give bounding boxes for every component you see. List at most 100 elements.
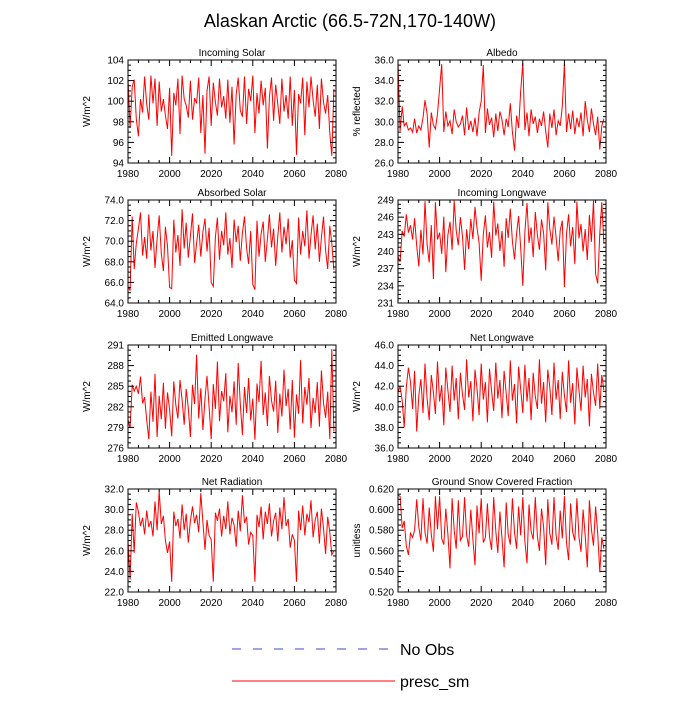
x-tick-label: 2000 — [158, 169, 181, 180]
y-tick-label: 0.600 — [369, 505, 394, 516]
y-tick-label: 70.0 — [105, 237, 125, 248]
y-tick-label: 74.0 — [105, 196, 125, 207]
x-tick-label: 1980 — [117, 169, 140, 180]
series-line-2-0 — [127, 209, 335, 291]
panel-0: 1980 2000 2020 2040 2060 2080 94 96 98 100 102 104 I… — [82, 48, 348, 180]
panel-title: Emitted Longwave — [191, 333, 274, 344]
plot-frame-0 — [127, 59, 337, 164]
x-tick-label: 2080 — [325, 309, 348, 320]
y-axis-label: unitless — [352, 524, 363, 558]
x-tick-label: 1980 — [117, 598, 140, 609]
x-tick-label: 2080 — [595, 598, 618, 609]
x-tick-label: 1980 — [117, 309, 140, 320]
y-axis-label: W/m^2 — [352, 381, 363, 412]
x-tick-label: 2080 — [595, 309, 618, 320]
series-line-0-0 — [127, 75, 335, 156]
y-tick-label: 282 — [107, 402, 124, 413]
series-line-3-0 — [397, 200, 605, 288]
y-axis-label: W/m^2 — [82, 525, 93, 556]
x-tick-label: 2000 — [428, 309, 451, 320]
y-tick-label: 285 — [107, 382, 124, 393]
x-tick-label: 2020 — [470, 169, 493, 180]
x-tick-label: 2020 — [200, 454, 223, 465]
y-tick-label: 0.620 — [369, 485, 394, 496]
x-tick-label: 2060 — [283, 169, 306, 180]
x-tick-label: 2060 — [283, 598, 306, 609]
y-tick-label: 246 — [377, 213, 394, 224]
y-tick-label: 100 — [107, 97, 124, 108]
y-tick-label: 288 — [107, 361, 124, 372]
x-tick-label: 2040 — [512, 454, 535, 465]
y-tick-label: 26.0 — [375, 159, 395, 170]
y-tick-label: 102 — [107, 76, 124, 87]
plot-frame-5 — [397, 344, 607, 449]
legend: No Obs presc_sm — [232, 642, 469, 691]
panel-title: Ground Snow Covered Fraction — [432, 477, 573, 488]
x-tick-label: 2040 — [512, 598, 535, 609]
x-tick-label: 2020 — [200, 598, 223, 609]
y-tick-label: 38.0 — [375, 423, 395, 434]
panels: 1980 2000 2020 2040 2060 2080 94 96 98 100 102 104 I… — [82, 48, 618, 609]
x-tick-label: 2080 — [595, 169, 618, 180]
x-tick-label: 2080 — [595, 454, 618, 465]
y-tick-label: 0.520 — [369, 588, 394, 599]
y-tick-label: 276 — [107, 444, 124, 455]
y-tick-label: 64.0 — [105, 299, 125, 310]
y-tick-label: 68.0 — [105, 257, 125, 268]
x-tick-label: 2000 — [428, 169, 451, 180]
x-tick-label: 2040 — [242, 454, 265, 465]
y-tick-label: 30.0 — [375, 117, 395, 128]
panel-4: 1980 2000 2020 2040 2060 2080 276 279 282 285 288 2… — [82, 333, 348, 465]
y-axis-label: % reflected — [352, 86, 363, 136]
y-tick-label: 66.0 — [105, 278, 125, 289]
x-tick-label: 2060 — [553, 169, 576, 180]
x-tick-label: 2000 — [428, 598, 451, 609]
x-tick-label: 1980 — [387, 454, 410, 465]
panel-title: Net Longwave — [470, 333, 534, 344]
panel-5: 1980 2000 2020 2040 2060 2080 36.0 38.0 40.0 42.0… — [352, 333, 618, 465]
y-tick-label: 291 — [107, 341, 124, 352]
legend-label-model: presc_sm — [400, 674, 469, 691]
x-tick-label: 1980 — [387, 309, 410, 320]
y-tick-label: 36.0 — [375, 56, 395, 67]
x-tick-label: 1980 — [117, 454, 140, 465]
y-tick-label: 42.0 — [375, 382, 395, 393]
x-tick-label: 2060 — [553, 598, 576, 609]
series-line-5-0 — [397, 359, 605, 432]
x-tick-label: 1980 — [387, 169, 410, 180]
y-tick-label: 34.0 — [375, 76, 395, 87]
y-axis-label: W/m^2 — [352, 236, 363, 267]
y-tick-label: 22.0 — [105, 588, 125, 599]
y-tick-label: 240 — [377, 247, 394, 258]
panel-6: 1980 2000 2020 2040 2060 2080 22.0 24.0 26.0 28.0… — [82, 477, 348, 609]
y-tick-label: 36.0 — [375, 444, 395, 455]
series-line-6-0 — [127, 491, 335, 582]
y-axis-label: W/m^2 — [82, 236, 93, 267]
y-axis-label: W/m^2 — [82, 96, 93, 127]
y-tick-label: 104 — [107, 56, 124, 67]
y-tick-label: 0.580 — [369, 526, 394, 537]
y-tick-label: 32.0 — [375, 97, 395, 108]
y-tick-label: 243 — [377, 230, 394, 241]
x-tick-label: 2000 — [158, 454, 181, 465]
x-tick-label: 2060 — [283, 309, 306, 320]
y-tick-label: 72.0 — [105, 216, 125, 227]
y-tick-label: 32.0 — [105, 485, 125, 496]
x-tick-label: 2080 — [325, 454, 348, 465]
x-tick-label: 2020 — [470, 309, 493, 320]
x-tick-label: 2040 — [512, 309, 535, 320]
y-tick-label: 0.540 — [369, 567, 394, 578]
x-tick-label: 2040 — [242, 598, 265, 609]
y-tick-label: 94 — [113, 159, 125, 170]
y-tick-label: 98 — [113, 117, 125, 128]
x-tick-label: 2000 — [158, 309, 181, 320]
panel-title: Incoming Longwave — [458, 188, 547, 199]
panel-title: Net Radiation — [202, 477, 263, 488]
x-tick-label: 2060 — [553, 309, 576, 320]
panel-1: 1980 2000 2020 2040 2060 2080 26.0 28.0 30.0 32.0… — [352, 48, 618, 180]
x-tick-label: 1980 — [387, 598, 410, 609]
y-tick-label: 28.0 — [375, 138, 395, 149]
series-line-7-0 — [397, 494, 605, 573]
x-tick-label: 2080 — [325, 169, 348, 180]
